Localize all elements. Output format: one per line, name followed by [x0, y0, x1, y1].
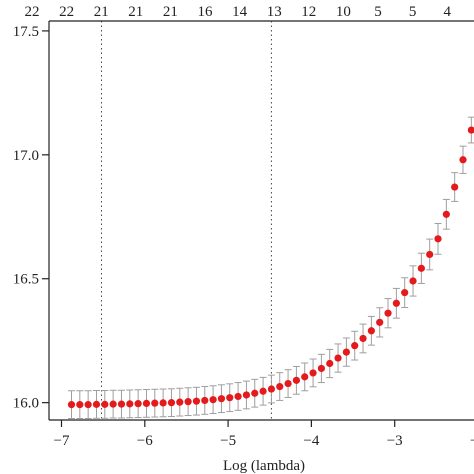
data-point-32 [334, 354, 342, 362]
data-point-45 [442, 210, 450, 218]
top-axis-label-5: 16 [198, 4, 214, 20]
data-point-16 [201, 396, 209, 405]
plot-frame-group [48, 20, 474, 421]
x-tick-label-1: −6 [137, 433, 153, 449]
top-axis-label-4: 21 [163, 4, 178, 20]
data-point-8 [134, 400, 142, 408]
data-point-40 [401, 289, 409, 297]
x-tick-label-3: −4 [303, 433, 319, 449]
data-point-41 [409, 277, 417, 285]
data-point-10 [151, 399, 159, 407]
data-point-25 [276, 382, 284, 391]
data-point-13 [176, 398, 184, 406]
data-point-43 [426, 250, 434, 259]
data-point-20 [234, 392, 242, 401]
data-point-14 [184, 398, 192, 406]
data-point-17 [209, 396, 217, 404]
data-point-6 [117, 400, 126, 408]
data-point-22 [251, 389, 259, 397]
data-point-38 [384, 309, 392, 317]
y-tick-label-1: 16.5 [13, 272, 39, 288]
top-axis-label-3: 21 [128, 4, 143, 20]
data-point-0 [67, 401, 76, 409]
data-point-37 [376, 318, 384, 326]
x-tick-label-5: −2 [470, 433, 474, 449]
top-axis-label-9: 10 [336, 4, 351, 20]
top-axis-label-6: 14 [232, 4, 248, 20]
top-axis-label-1: 22 [59, 4, 74, 20]
data-point-46 [451, 183, 459, 191]
data-point-30 [317, 364, 325, 373]
x-axis: −7 −6 −5 −4 −3 −2 [54, 420, 474, 449]
data-point-26 [284, 379, 292, 388]
data-point-11 [159, 399, 167, 407]
data-point-28 [301, 373, 309, 381]
data-point-47 [459, 156, 467, 164]
data-point-23 [259, 387, 267, 395]
data-point-5 [109, 400, 117, 408]
data-point-31 [326, 359, 334, 368]
y-tick-label-3: 17.5 [13, 24, 39, 40]
x-tick-label-2: −5 [220, 433, 236, 449]
data-point-36 [367, 327, 375, 335]
data-points [67, 126, 474, 409]
y-axis: 16.0 16.5 17.0 17.5 [13, 24, 49, 412]
top-axis-label-0: 22 [25, 4, 40, 20]
data-point-15 [192, 397, 201, 405]
data-point-19 [226, 394, 234, 402]
top-axis-label-12: 4 [443, 4, 451, 20]
top-axis-label-7: 13 [267, 4, 282, 20]
data-point-2 [84, 401, 92, 409]
data-point-42 [417, 264, 425, 272]
x-tick-label-4: −3 [387, 433, 403, 449]
data-point-33 [342, 348, 350, 356]
data-point-39 [392, 299, 400, 307]
y-tick-label-2: 17.0 [13, 148, 39, 164]
top-axis-label-11: 5 [409, 4, 417, 20]
data-point-44 [434, 235, 442, 243]
data-point-18 [217, 395, 226, 403]
data-point-24 [267, 385, 276, 393]
top-axis-label-10: 5 [374, 4, 382, 20]
top-axis: 222221212116141312105542 [25, 4, 452, 20]
data-point-21 [242, 391, 251, 399]
top-axis-label-2: 21 [94, 4, 109, 20]
data-point-29 [309, 369, 317, 377]
y-tick-label-0: 16.0 [13, 396, 39, 412]
data-point-4 [101, 400, 109, 408]
x-axis-title: Log (lambda) [223, 458, 305, 474]
data-point-3 [92, 400, 101, 408]
reference-lines [100, 21, 272, 420]
data-point-12 [167, 399, 176, 407]
data-point-34 [351, 342, 359, 350]
top-axis-label-8: 12 [301, 4, 316, 20]
data-point-7 [126, 400, 134, 408]
data-point-35 [359, 334, 367, 343]
data-point-48 [467, 126, 474, 134]
data-point-27 [292, 376, 301, 384]
x-tick-label-0: −7 [54, 433, 70, 449]
data-point-9 [142, 399, 151, 407]
data-point-1 [76, 401, 84, 409]
